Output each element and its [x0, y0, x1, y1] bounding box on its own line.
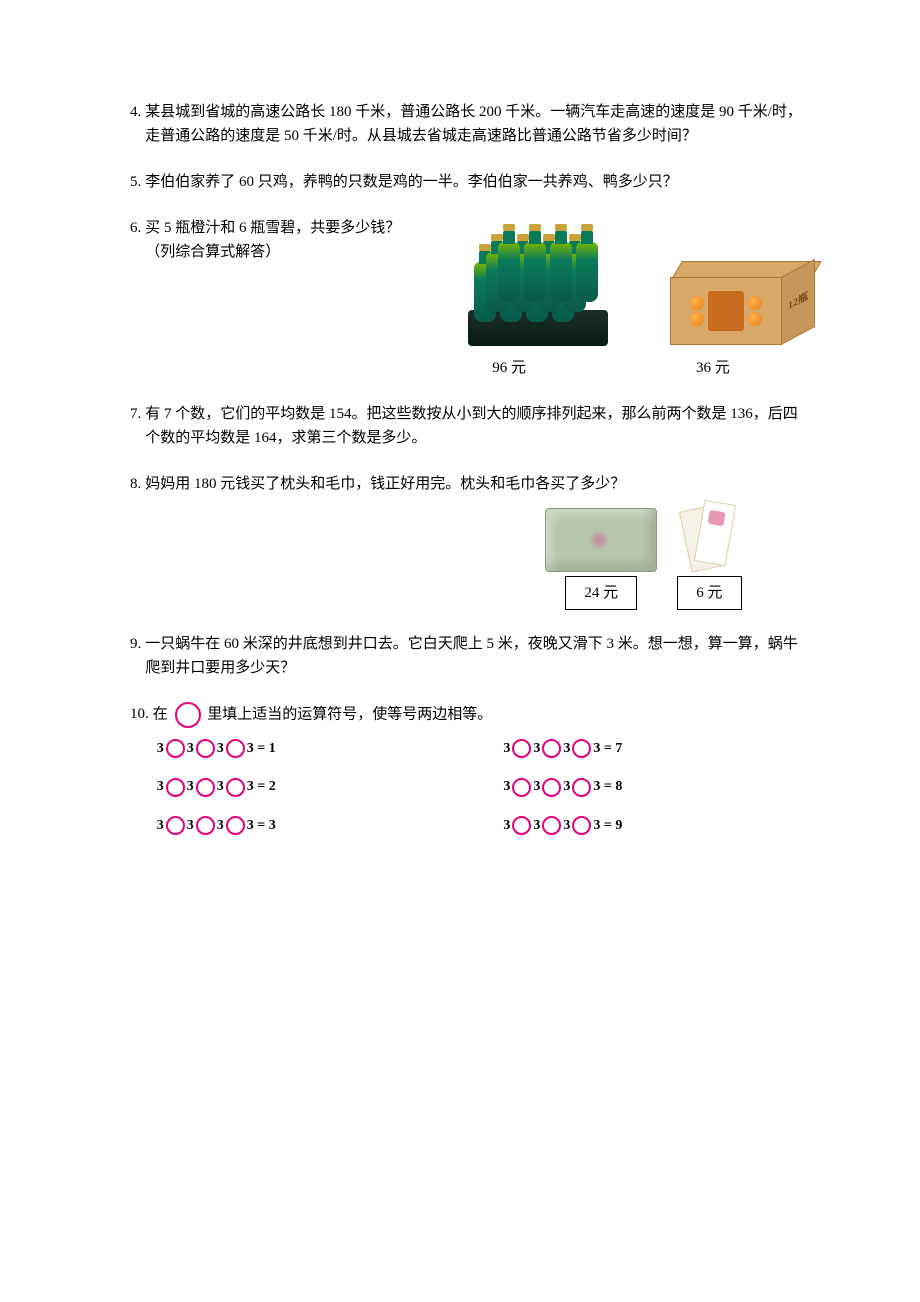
eq-3: 3333 = 3	[157, 815, 464, 837]
q6-number: 6.	[130, 216, 141, 240]
q6-text: 买 5 瓶橙汁和 6 瓶雪碧，共要多少钱？ （列综合算式解答）	[145, 216, 400, 264]
q8-number: 8.	[130, 472, 141, 496]
q10-number: 10.	[130, 702, 149, 726]
towel-price: 6 元	[677, 576, 741, 610]
question-6: 6. 买 5 瓶橙汁和 6 瓶雪碧，共要多少钱？ （列综合算式解答）	[130, 216, 810, 380]
eq-7: 3333 = 7	[503, 738, 810, 760]
q9-body: 一只蜗牛在 60 米深的井底想到井口去。它白天爬上 5 米，夜晚又滑下 3 米。…	[145, 632, 810, 680]
towel-image	[685, 502, 733, 572]
eq-1: 3333 = 1	[157, 738, 464, 760]
q6-price2: 36 元	[696, 356, 730, 380]
q5-body: 李伯伯家养了 60 只鸡，养鸭的只数是鸡的一半。李伯伯家一共养鸡、鸭多少只？	[145, 170, 810, 194]
pillow-image	[545, 508, 657, 572]
question-4: 4. 某县城到省城的高速公路长 180 千米，普通公路长 200 千米。一辆汽车…	[130, 100, 810, 148]
q10-lead: 在 里填上适当的运算符号，使等号两边相等。	[153, 702, 810, 728]
pillow-item: 24 元	[545, 508, 657, 610]
q6-line2: （列综合算式解答）	[145, 240, 400, 264]
question-7: 7. 有 7 个数，它们的平均数是 154。把这些数按从小到大的顺序排列起来，那…	[130, 402, 810, 450]
q4-number: 4.	[130, 100, 141, 124]
q9-number: 9.	[130, 632, 141, 656]
q4-body: 某县城到省城的高速公路长 180 千米，普通公路长 200 千米。一辆汽车走高速…	[145, 100, 810, 148]
eq-9: 3333 = 9	[503, 815, 810, 837]
pillow-price: 24 元	[565, 576, 637, 610]
blank-circle-icon	[175, 702, 201, 728]
q7-number: 7.	[130, 402, 141, 426]
q7-body: 有 7 个数，它们的平均数是 154。把这些数按从小到大的顺序排列起来，那么前两…	[145, 402, 810, 450]
bottle-pack-image	[460, 216, 610, 346]
orange-box-image: 12瓶	[670, 261, 820, 346]
eq-8: 3333 = 8	[503, 776, 810, 798]
question-5: 5. 李伯伯家养了 60 只鸡，养鸭的只数是鸡的一半。李伯伯家一共养鸡、鸭多少只…	[130, 170, 810, 194]
q5-number: 5.	[130, 170, 141, 194]
question-8: 8. 妈妈用 180 元钱买了枕头和毛巾，钱正好用完。枕头和毛巾各买了多少？ 2…	[130, 472, 810, 610]
q6-price1: 96 元	[492, 356, 526, 380]
q10-lead-a: 在	[153, 706, 168, 722]
q8-text: 妈妈用 180 元钱买了枕头和毛巾，钱正好用完。枕头和毛巾各买了多少？	[145, 472, 810, 496]
towel-item: 6 元	[677, 502, 741, 610]
question-10: 10. 在 里填上适当的运算符号，使等号两边相等。 3333 = 1 3333 …	[130, 702, 810, 837]
question-9: 9. 一只蜗牛在 60 米深的井底想到井口去。它白天爬上 5 米，夜晚又滑下 3…	[130, 632, 810, 680]
equation-grid: 3333 = 1 3333 = 7 3333 = 2 3333 = 8 3333…	[157, 738, 810, 837]
q6-line1: 买 5 瓶橙汁和 6 瓶雪碧，共要多少钱？	[145, 216, 400, 240]
eq-2: 3333 = 2	[157, 776, 464, 798]
q10-lead-b: 里填上适当的运算符号，使等号两边相等。	[207, 706, 492, 722]
